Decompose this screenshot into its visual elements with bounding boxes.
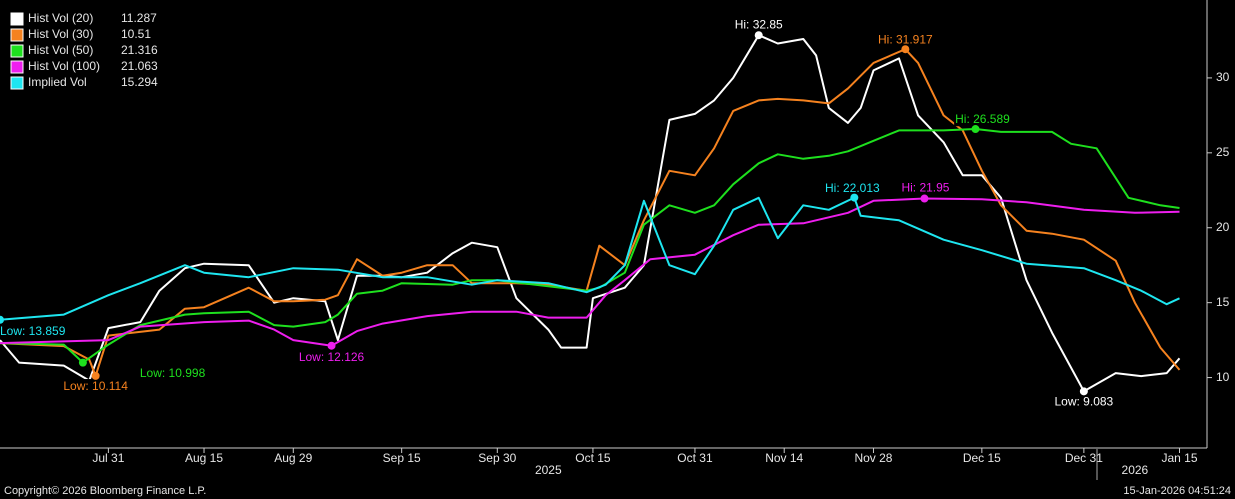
legend-value: 15.294 — [121, 75, 158, 89]
annotation-label: Hi: 22.013 — [825, 181, 880, 195]
series-line — [0, 196, 1180, 321]
annotation-dot — [754, 31, 763, 40]
legend-label: Hist Vol (100) — [28, 59, 100, 73]
annotation-bg — [297, 349, 366, 364]
annotation-bg — [900, 180, 951, 195]
legend-label: Implied Vol — [28, 75, 87, 89]
y-tick-label: 10 — [1216, 370, 1230, 384]
y-tick-label: 15 — [1216, 295, 1230, 309]
annotation-dot — [327, 341, 336, 350]
x-tick-label: Oct 15 — [575, 451, 611, 465]
x-tick-label: Jan 15 — [1161, 451, 1197, 465]
legend-value: 11.287 — [121, 11, 157, 25]
annotation-dot — [1079, 387, 1088, 396]
annotation-bg — [138, 365, 207, 380]
legend-value: 21.063 — [121, 59, 158, 73]
annotation-label: Hi: 32.85 — [735, 17, 783, 31]
annotation-dot — [0, 315, 4, 324]
annotation-dot — [850, 193, 859, 202]
series-line — [0, 34, 1181, 393]
annotation-bg — [876, 32, 935, 47]
legend-swatch — [10, 12, 24, 26]
legend-swatch — [10, 28, 24, 42]
annotation-bg — [733, 17, 785, 32]
annotation-label: Low: 10.998 — [140, 366, 206, 380]
annotation-dot — [971, 125, 980, 134]
annotation-dot — [78, 358, 87, 367]
annotation-bg — [62, 379, 130, 394]
legend-label: Hist Vol (20) — [28, 11, 93, 25]
annotation-label: Low: 12.126 — [299, 350, 365, 364]
x-tick-label: Dec 31 — [1065, 451, 1103, 465]
annotation-dot — [920, 194, 929, 203]
annotation-label: Hi: 31.917 — [878, 32, 933, 46]
y-tick-label: 20 — [1216, 220, 1230, 234]
annotation-dot — [901, 45, 910, 54]
year-label: 2026 — [1122, 463, 1149, 477]
legend-value: 21.316 — [121, 43, 158, 57]
x-tick-label: Sep 30 — [478, 451, 516, 465]
x-tick-label: Aug 29 — [274, 451, 312, 465]
x-tick-label: Dec 15 — [963, 451, 1001, 465]
annotation-label: Low: 13.859 — [0, 324, 66, 338]
y-tick-label: 30 — [1216, 70, 1230, 84]
annotations: Hi: 32.85 Hi: 31.917 Hi: 26.589 Hi: 21.95 Hi… — [0, 17, 1115, 409]
annotation-bg — [1053, 394, 1115, 409]
legend-value: 10.51 — [121, 27, 151, 41]
x-tick-label: Jul 31 — [92, 451, 124, 465]
x-tick-label: Aug 15 — [185, 451, 223, 465]
y-tick-label: 25 — [1216, 145, 1230, 159]
x-tick-label: Nov 28 — [854, 451, 892, 465]
annotation-bg — [0, 323, 67, 338]
annotation-bg — [823, 180, 882, 195]
x-tick-label: Sep 15 — [383, 451, 421, 465]
legend-label: Hist Vol (30) — [28, 27, 93, 41]
annotation-label: Hi: 26.589 — [955, 112, 1010, 126]
annotation-bg — [954, 112, 1012, 127]
legend-swatch — [10, 60, 24, 74]
legend: Hist Vol (20) 11.287 Hist Vol (30) 10.51 His… — [10, 11, 158, 90]
timestamp: 15-Jan-2026 04:51:24 — [1123, 485, 1231, 497]
annotation-label: Low: 10.114 — [63, 379, 128, 393]
legend-swatch — [10, 76, 24, 90]
legend-label: Hist Vol (50) — [28, 43, 93, 57]
annotation-dot — [91, 371, 100, 380]
legend-swatch — [10, 44, 24, 58]
annotation-label: Hi: 21.95 — [901, 181, 949, 195]
x-tick-label: Oct 31 — [677, 451, 713, 465]
annotation-label: Low: 9.083 — [1055, 394, 1114, 408]
copyright: Copyright© 2026 Bloomberg Finance L.P. — [4, 485, 206, 497]
x-tick-label: Nov 14 — [765, 451, 803, 465]
year-label: 2025 — [535, 463, 562, 477]
